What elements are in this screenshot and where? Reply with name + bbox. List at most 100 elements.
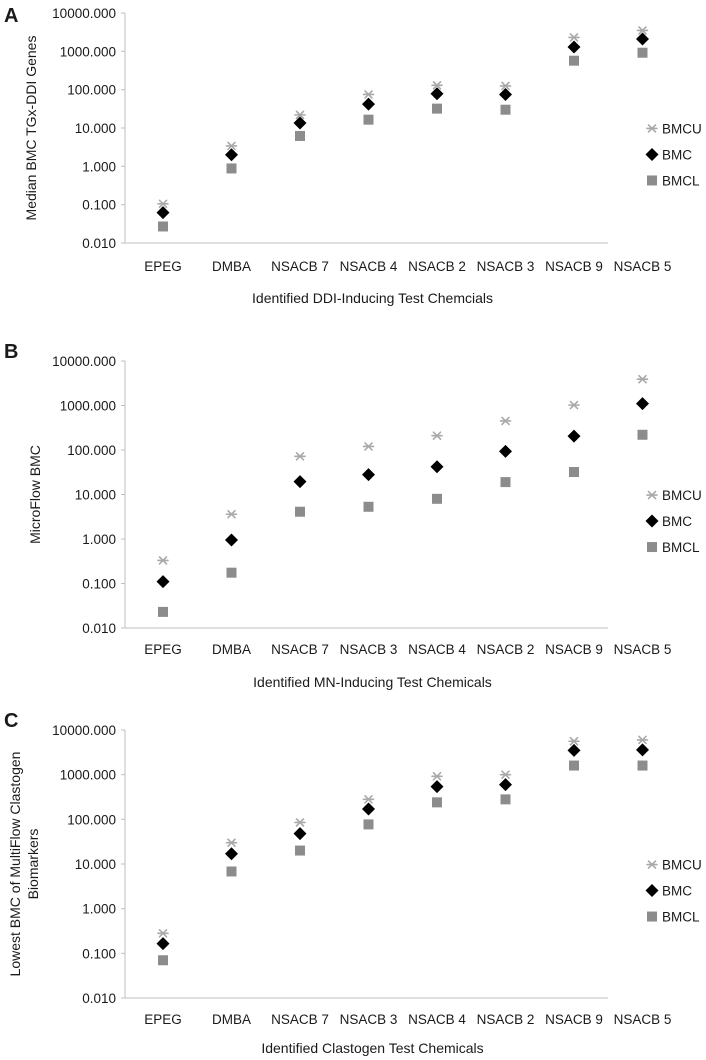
- legend-marker-bmcl: [647, 542, 657, 553]
- y-tick-label: 0.010: [82, 991, 116, 1006]
- point-bmcu: [431, 431, 443, 440]
- point-bmc: [293, 827, 307, 841]
- series-bmcl: [158, 760, 648, 966]
- point-bmc: [499, 444, 512, 458]
- legend-label-bmcl: BMCL: [662, 540, 700, 555]
- point-bmcl: [295, 130, 305, 141]
- point-bmcl: [226, 866, 237, 877]
- point-bmc: [156, 937, 170, 951]
- point-bmcl: [295, 845, 305, 856]
- point-bmcl: [432, 103, 442, 114]
- x-tick-label: NSACB 5: [614, 1012, 672, 1027]
- x-tick-label: NSACB 5: [614, 642, 672, 657]
- x-axis-title: Identified Clastogen Test Chemicals: [261, 1040, 483, 1056]
- point-bmcl: [432, 493, 442, 504]
- y-axis-title: MicroFlow BMC: [27, 445, 43, 544]
- legend-label-bmcu: BMCU: [662, 121, 702, 136]
- legend-marker-bmcu: [646, 124, 658, 133]
- y-tick-label: 10000.000: [52, 723, 116, 738]
- point-bmc: [430, 780, 444, 794]
- point-bmcl: [363, 114, 374, 125]
- point-bmcu: [636, 374, 649, 384]
- y-axis-title: Median BMC TGx-DDI Genes: [23, 36, 39, 221]
- x-tick-label: NSACB 2: [408, 259, 466, 274]
- point-bmc: [225, 533, 238, 547]
- point-bmcu: [157, 199, 169, 209]
- point-bmcu: [362, 90, 375, 99]
- point-bmc: [156, 206, 170, 220]
- x-tick-label: NSACB 9: [545, 259, 603, 274]
- point-bmcl: [432, 797, 442, 808]
- series-bmc: [156, 32, 649, 220]
- x-tick-label: NSACB 7: [271, 259, 329, 274]
- panel-letter: A: [4, 5, 18, 27]
- legend: BMCU BMC BMCL: [645, 121, 702, 188]
- legend-marker-bmcl: [647, 911, 657, 922]
- y-tick-label: 0.100: [82, 577, 116, 592]
- series-bmc: [156, 397, 649, 589]
- y-tick-label: 1.000: [82, 902, 116, 917]
- x-tick-label: DMBA: [212, 642, 251, 657]
- point-bmcl: [363, 819, 374, 830]
- point-bmcl: [569, 55, 579, 66]
- series-bmcl: [158, 429, 648, 617]
- legend-label-bmcu: BMCU: [662, 488, 702, 503]
- legend-label-bmcl: BMCL: [662, 173, 700, 188]
- panel-a: A 0.010 0.100 1.000 10.000 100.000 1000.000 100…: [4, 5, 702, 306]
- point-bmc: [293, 116, 307, 130]
- point-bmcl: [363, 501, 374, 512]
- point-bmc: [225, 148, 238, 162]
- point-bmcu: [362, 442, 375, 451]
- point-bmcl: [158, 955, 168, 966]
- x-tick-label: NSACB 3: [477, 259, 535, 274]
- legend: BMCU BMC BMCL: [645, 488, 702, 555]
- y-tick-label: 1000.000: [60, 768, 116, 783]
- legend-label-bmcl: BMCL: [662, 910, 700, 925]
- y-tick-label: 10.000: [75, 121, 116, 136]
- point-bmcu: [157, 929, 169, 938]
- series-bmcu: [157, 735, 649, 938]
- point-bmcu: [362, 795, 375, 804]
- point-bmcl: [226, 163, 237, 174]
- point-bmcl: [158, 221, 168, 232]
- point-bmcu: [499, 416, 512, 426]
- point-bmcl: [500, 477, 511, 488]
- point-bmcu: [225, 509, 238, 519]
- x-tick-label: NSACB 7: [271, 1012, 329, 1027]
- point-bmcl: [569, 467, 579, 478]
- point-bmcu: [568, 33, 580, 42]
- y-tick-label: 1000.000: [60, 44, 116, 59]
- x-tick-label: NSACB 7: [271, 642, 329, 657]
- point-bmc: [567, 743, 581, 757]
- panel-c: C 0.010 0.100 1.000 10.000 100.000 1000.000 100…: [4, 710, 702, 1056]
- point-bmcl: [637, 760, 648, 771]
- legend-marker-bmcu: [646, 490, 658, 500]
- y-tick-label: 100.000: [67, 812, 116, 827]
- y-tick-label: 100.000: [67, 443, 116, 458]
- point-bmcu: [225, 838, 238, 847]
- legend-marker-bmc: [645, 514, 659, 528]
- x-tick-label: NSACB 4: [408, 642, 466, 657]
- point-bmcu: [636, 735, 649, 745]
- x-axis-title: Identified DDI-Inducing Test Chemcials: [252, 290, 493, 306]
- panel-letter: B: [4, 341, 18, 363]
- x-tick-label: EPEG: [144, 1012, 182, 1027]
- point-bmc: [567, 429, 581, 443]
- point-bmcu: [636, 26, 649, 35]
- x-tick-label: NSACB 3: [340, 1012, 398, 1027]
- point-bmc: [567, 40, 581, 54]
- y-tick-label: 10.000: [75, 857, 116, 872]
- point-bmcl: [295, 506, 305, 517]
- legend-marker-bmc: [645, 147, 659, 161]
- series-bmcu: [157, 374, 649, 565]
- point-bmc: [499, 778, 512, 792]
- point-bmcu: [294, 110, 306, 120]
- x-tick-label: NSACB 5: [614, 259, 672, 274]
- point-bmcu: [225, 141, 238, 151]
- point-bmc: [499, 87, 512, 101]
- point-bmcu: [499, 81, 512, 91]
- x-tick-label: NSACB 2: [477, 642, 535, 657]
- point-bmc: [636, 743, 649, 757]
- y-tick-label: 1000.000: [60, 399, 116, 414]
